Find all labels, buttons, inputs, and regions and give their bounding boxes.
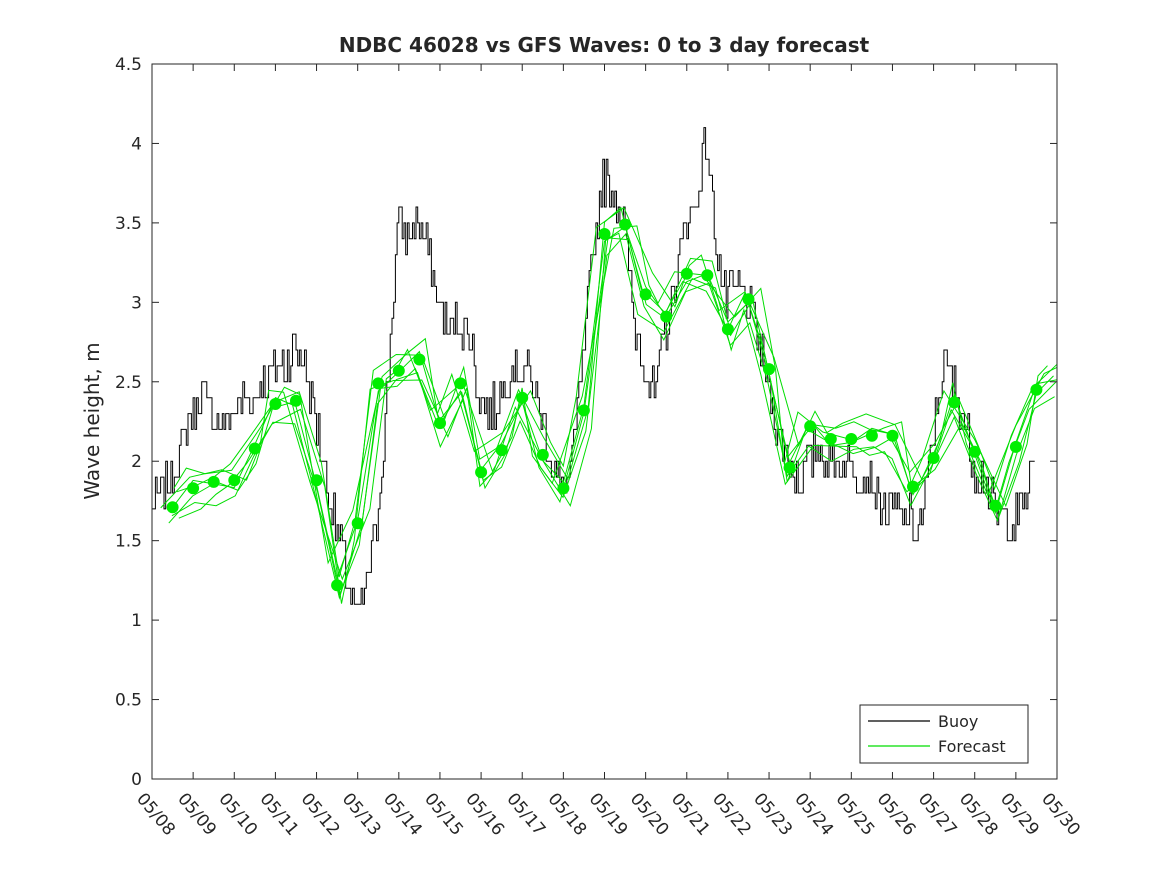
forecast-point [310,474,323,487]
forecast-point [413,353,426,366]
forecast-point [577,404,590,417]
plot-area [152,127,1058,605]
y-tick-label: 0 [131,770,142,790]
forecast-point [166,501,179,514]
forecast-point [454,377,467,390]
forecast-point [351,517,364,530]
legend-label-forecast: Forecast [938,737,1006,756]
forecast-point [680,267,693,280]
forecast-point [701,269,714,282]
series-line-buoy [152,127,1035,605]
forecast-point [824,433,837,445]
y-tick-label: 4 [131,134,142,154]
series-line-forecast [176,206,1058,578]
forecast-point [475,466,488,479]
forecast-point [495,444,508,457]
forecast-point [598,228,611,240]
y-axis-label: Wave height, m [80,342,104,499]
forecast-point [331,579,344,592]
legend-label-buoy: Buoy [938,712,978,731]
forecast-point [557,482,570,495]
forecast-point [228,474,241,487]
forecast-point [948,396,961,409]
forecast-point [536,448,549,461]
forecast-point [865,429,878,442]
series-line-forecast [171,232,1055,597]
forecast-point [392,364,405,377]
y-tick-label: 3.5 [115,214,142,234]
chart-title: NDBC 46028 vs GFS Waves: 0 to 3 day fore… [339,33,870,57]
forecast-point [763,363,775,376]
forecast-point [516,391,529,404]
forecast-point [907,480,919,493]
y-tick-label: 2 [131,452,142,472]
forecast-point [248,442,261,455]
forecast-point [434,417,446,430]
forecast-point [927,452,940,464]
legend-box [859,704,1029,764]
forecast-point [845,433,858,445]
y-tick-label: 4.5 [115,55,142,75]
forecast-point [619,218,632,231]
forecast-point [660,310,673,323]
legend: Buoy Forecast [859,704,1029,764]
y-tick-label: 2.5 [115,373,142,393]
forecast-point [721,323,734,336]
forecast-point [742,293,755,306]
forecast-point [290,394,302,407]
forecast-point [783,461,796,474]
forecast-point [1030,383,1043,396]
y-tick-label: 3 [131,293,142,313]
y-tick-label: 0.5 [115,691,142,711]
forecast-point [187,482,200,495]
y-tick-label: 1 [131,611,142,631]
forecast-point [372,377,385,390]
forecast-point [989,499,1002,512]
forecast-point [639,288,652,301]
forecast-point [804,420,817,433]
forecast-point [886,429,899,442]
forecast-point [1009,440,1022,453]
forecast-point [207,475,220,488]
forecast-point [968,445,981,458]
y-tick-label: 1.5 [115,532,142,552]
forecast-point [269,398,282,410]
